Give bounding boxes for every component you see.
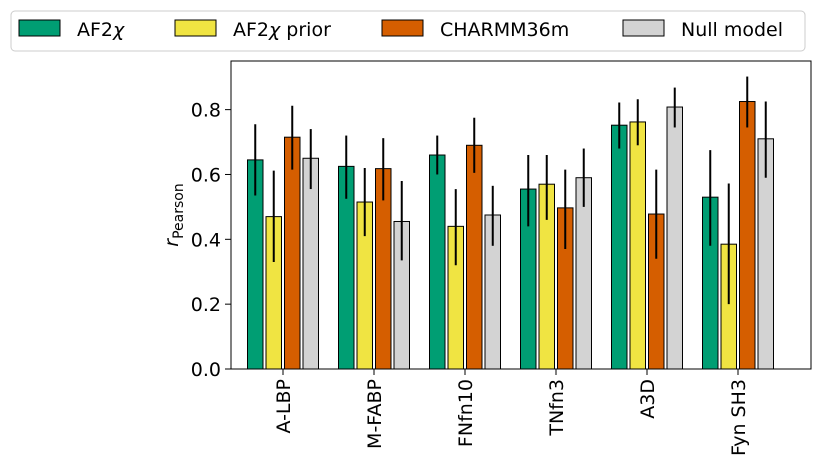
legend: AF2χ AF2χ prior CHARMM36m Null model — [10, 10, 806, 52]
plot-frame — [230, 60, 812, 370]
x-tick-label: A3D — [637, 379, 659, 419]
legend-swatch — [381, 19, 424, 37]
y-tick-label: 0.6 — [191, 164, 221, 186]
y-axis-label: rPearson — [161, 183, 187, 246]
bars — [247, 101, 774, 370]
bar-3-fyn-sh3 — [739, 101, 756, 370]
legend-swatch — [622, 19, 665, 37]
y-tick-label: 0.0 — [191, 359, 221, 381]
x-tick-label: TNfn3 — [546, 379, 568, 437]
x-tick-label: FNfn10 — [455, 379, 477, 447]
bar-2-a3d — [629, 121, 646, 370]
bar-1-fnfn10 — [429, 154, 446, 370]
x-tick-label: A-LBP — [273, 379, 295, 434]
bar-3-fnfn10 — [466, 144, 483, 370]
y-tick-label: 0.4 — [191, 229, 221, 251]
bar-4-a-lbp — [302, 157, 319, 370]
y-tick-label: 0.8 — [191, 100, 221, 122]
x-tick-label: Fyn SH3 — [728, 379, 750, 456]
x-axis: A-LBP M-FABP FNfn10 TNfn3 A3D Fyn SH3 — [273, 369, 750, 456]
x-tick-label: M-FABP — [364, 379, 386, 449]
y-axis-label-main: r — [161, 238, 183, 247]
y-axis: 0.0 0.2 0.4 0.6 0.8 — [191, 100, 231, 381]
legend-entry-label: CHARMM36m — [440, 19, 569, 41]
legend-swatch — [174, 19, 217, 37]
bar-1-a3d — [611, 124, 628, 370]
bar-4-a3d — [666, 106, 683, 370]
bar-3-a-lbp — [284, 136, 301, 370]
legend-swatch — [18, 19, 61, 37]
y-axis-label-sub: Pearson — [171, 183, 187, 239]
legend-entry-label: AF2χ prior — [233, 19, 331, 41]
y-tick-label: 0.2 — [191, 294, 221, 316]
legend-entry-label: AF2χ — [77, 19, 125, 41]
legend-entry-label: Null model — [681, 19, 783, 41]
error-bars — [254, 76, 767, 305]
